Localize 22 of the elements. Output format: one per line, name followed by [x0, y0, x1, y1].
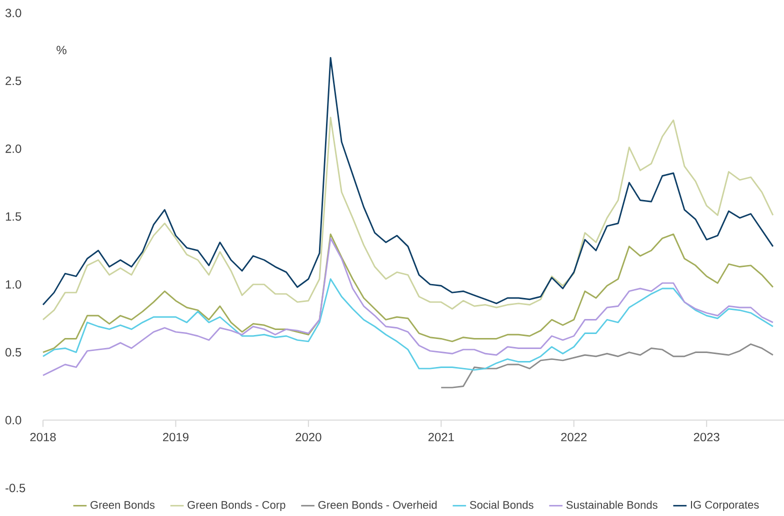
x-tick-label: 2019 — [163, 432, 188, 442]
legend-label: Green Bonds — [90, 500, 155, 509]
y-tick-label: 3.0 — [5, 8, 22, 18]
y-axis-title: % — [56, 46, 66, 54]
legend-label: Social Bonds — [470, 500, 534, 509]
y-tick-label: 1.5 — [6, 212, 22, 221]
x-tick-label: 2018 — [30, 432, 56, 442]
legend-label: Green Bonds - Overheid — [318, 500, 437, 509]
legend-label: Green Bonds - Corp — [188, 500, 286, 511]
line-series — [42, 116, 774, 320]
y-tick-label: 1.0 — [6, 280, 22, 289]
y-tick-label: 0.0 — [5, 416, 22, 424]
y-tick-label: -0.5 — [6, 484, 26, 492]
x-tick-label: 2021 — [428, 432, 454, 442]
x-tick-label: 2022 — [561, 432, 587, 442]
legend-label: Sustainable Bonds — [566, 500, 658, 509]
x-tick-label: 2023 — [694, 432, 720, 442]
y-tick-label: 2.5 — [6, 76, 22, 86]
y-tick-label: 2.0 — [6, 144, 22, 153]
x-tick-label: 2020 — [296, 432, 322, 442]
y-tick-label: 0.5 — [5, 348, 22, 357]
legend-label: IG Corporates — [690, 500, 759, 511]
